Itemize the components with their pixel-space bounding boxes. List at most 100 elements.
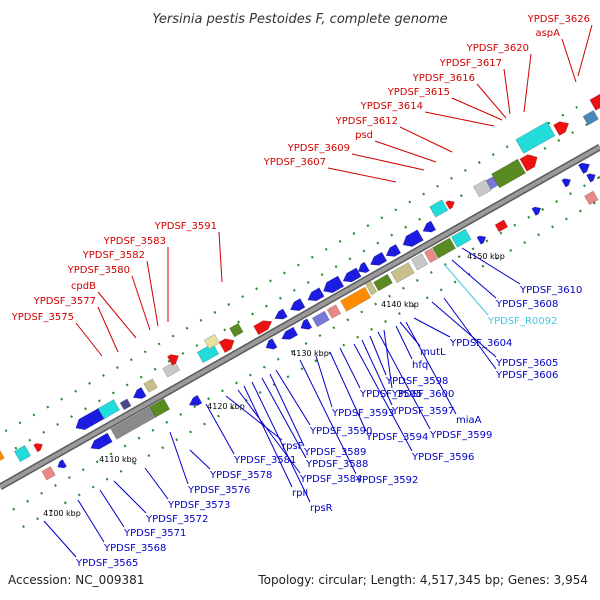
gene-feature [373, 273, 393, 292]
gene-shape [491, 158, 526, 189]
gene-shape [13, 445, 32, 463]
gene-shape [307, 287, 325, 302]
gene-label: aspA [535, 28, 560, 39]
label-connector [327, 167, 397, 183]
gene-label: YPDSF_3610 [519, 285, 582, 296]
gene-feature [289, 298, 306, 312]
gene-label: mutL [420, 347, 446, 358]
gene-feature [402, 229, 424, 247]
gene-shape [450, 228, 472, 248]
gene-feature [33, 443, 43, 453]
label-connector [353, 343, 413, 452]
gene-shape [41, 466, 56, 481]
gene-feature [365, 281, 378, 296]
gene-feature [323, 275, 345, 294]
gene-label: YPDSF_3576 [187, 485, 250, 496]
gene-shape [265, 338, 278, 350]
gene-label: YPDSF_3590 [309, 426, 372, 437]
gene-feature [561, 178, 572, 188]
gene-feature [0, 449, 5, 464]
gene-feature [196, 342, 220, 364]
label-connector [299, 359, 357, 475]
kbp-tick-label: 4150 kbp [467, 252, 505, 261]
gene-feature [357, 261, 370, 274]
label-connector [99, 489, 125, 528]
gene-shape [515, 121, 556, 154]
gene-shape [519, 154, 538, 172]
gene-label: YPDSF_3598 [385, 376, 448, 387]
gene-shape [553, 121, 570, 136]
label-connector [369, 335, 387, 376]
dna-backbone [0, 143, 600, 491]
label-connector [523, 53, 532, 113]
kbp-tick-label: 4120 kbp [207, 402, 245, 411]
gene-label: YPDSF_3615 [387, 87, 450, 98]
gene-feature [424, 247, 438, 264]
gene-feature [410, 253, 429, 271]
gene-feature [531, 206, 542, 216]
label-connector [131, 275, 151, 331]
gene-feature [515, 121, 556, 154]
gene-feature [253, 320, 273, 336]
label-connector [269, 373, 305, 447]
genome-title: Yersinia pestis Pestoides F, complete ge… [152, 12, 447, 27]
gene-feature [485, 176, 499, 190]
gene-label: miaA [456, 415, 482, 426]
gene-feature [265, 338, 278, 350]
gene-feature [589, 93, 600, 111]
gene-shape [119, 398, 132, 411]
gene-label: YPDSF_3620 [466, 43, 529, 54]
gene-label: YPDSF_3575 [11, 312, 74, 323]
gene-label: YPDSF_3608 [495, 299, 558, 310]
gene-shape [300, 318, 313, 330]
label-connector [431, 301, 497, 358]
gene-feature [307, 287, 325, 302]
label-connector [144, 467, 169, 500]
gene-shape [589, 93, 600, 111]
gene-feature [90, 432, 113, 450]
label-connector [374, 140, 437, 163]
gene-shape [578, 162, 590, 175]
label-connector [43, 520, 77, 558]
label-connector [561, 38, 577, 83]
gene-shape [445, 200, 455, 210]
kbp-tick-label: 4130 kbp [291, 349, 329, 358]
gene-shape [323, 275, 345, 294]
gene-shape [422, 220, 437, 233]
gene-shape [326, 304, 342, 319]
gene-shape [132, 387, 147, 399]
gene-shape [494, 219, 509, 233]
gene-feature [519, 154, 538, 172]
gene-label: YPDSF_3580 [67, 265, 130, 276]
gene-feature [491, 158, 526, 189]
label-connector [329, 351, 367, 432]
label-connector [113, 480, 147, 514]
kbp-tick-label: 4110 kbp [99, 455, 137, 464]
gene-label: YPDSF_3612 [335, 116, 398, 127]
label-connector [399, 126, 453, 153]
gene-feature [311, 310, 330, 328]
gene-label: YPDSF_3617 [439, 58, 502, 69]
gene-label: YPDSF_3577 [33, 296, 96, 307]
gene-feature [553, 121, 570, 136]
label-connector [443, 297, 497, 370]
gene-feature [132, 387, 147, 399]
gene-shape [253, 320, 273, 336]
gene-label: YPDSF_3593 [331, 408, 394, 419]
gene-label: YPDSF_3596 [411, 452, 474, 463]
gene-shape [369, 251, 388, 266]
gene-feature [167, 354, 179, 366]
label-connector [275, 369, 311, 426]
gene-shape [229, 322, 244, 338]
gene-label: YPDSF_3592 [355, 475, 418, 486]
gene-feature [57, 459, 67, 469]
gene-label: YPDSF_3581 [233, 455, 296, 466]
gene-shape [390, 262, 415, 284]
label-connector [243, 385, 293, 488]
label-connector [189, 449, 211, 470]
label-connector [75, 322, 103, 357]
gene-shape [531, 206, 542, 216]
gene-feature [149, 398, 171, 418]
gene-label: YPDSF_3571 [123, 528, 186, 539]
gene-label: YPDSF_3584 [299, 474, 362, 485]
